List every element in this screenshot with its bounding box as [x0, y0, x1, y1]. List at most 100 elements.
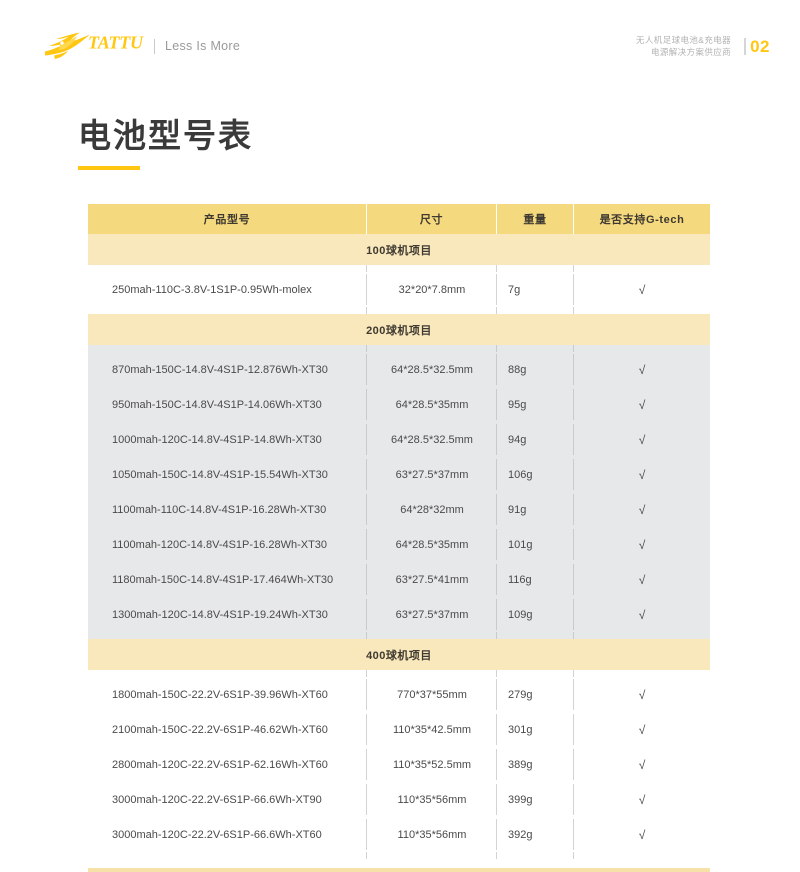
- spacer-cell: [88, 632, 367, 639]
- cell-model: 1180mah-150C-14.8V-4S1P-17.464Wh-XT30: [88, 562, 367, 597]
- cell-model: 1300mah-120C-14.8V-4S1P-19.24Wh-XT30: [88, 597, 367, 632]
- cell-model: 3000mah-120C-22.2V-6S1P-66.6Wh-XT60: [88, 817, 367, 852]
- cell-size: 770*37*55mm: [367, 677, 497, 712]
- check-icon: √: [638, 572, 646, 587]
- table-section-row: 400球机项目: [88, 639, 710, 670]
- cell-size: 64*28*32mm: [367, 492, 497, 527]
- brand-divider: [154, 38, 155, 54]
- brand-tagline: Less Is More: [165, 39, 241, 53]
- check-icon: √: [638, 722, 646, 737]
- spacer-cell: [574, 307, 710, 314]
- spacer-cell: [367, 670, 497, 677]
- check-icon: √: [638, 607, 646, 622]
- cell-weight: 389g: [497, 747, 574, 782]
- cell-gtech: √: [574, 747, 710, 782]
- cell-size: 64*28.5*32.5mm: [367, 422, 497, 457]
- cell-gtech: √: [574, 422, 710, 457]
- cell-gtech: √: [574, 352, 710, 387]
- cell-gtech: √: [574, 817, 710, 852]
- row-spacer: [88, 307, 710, 314]
- title-block: 电池型号表: [78, 117, 478, 171]
- spacer-cell: [367, 345, 497, 352]
- table-row: 870mah-150C-14.8V-4S1P-12.876Wh-XT30 64*2…: [88, 352, 710, 387]
- table-section-row: 100球机项目: [88, 234, 710, 265]
- cell-weight: 101g: [497, 527, 574, 562]
- table-header-row: 产品型号 尺寸 重量 是否支持G-tech: [88, 204, 710, 234]
- check-icon: √: [638, 362, 646, 377]
- spacer-cell: [88, 265, 367, 272]
- cell-weight: 91g: [497, 492, 574, 527]
- svg-text:TATTU: TATTU: [88, 33, 144, 53]
- check-icon: √: [638, 827, 646, 842]
- cell-model: 1800mah-150C-22.2V-6S1P-39.96Wh-XT60: [88, 677, 367, 712]
- table-row: 2100mah-150C-22.2V-6S1P-46.62Wh-XT60 110*…: [88, 712, 710, 747]
- spacer-cell: [497, 632, 574, 639]
- table-row: 1050mah-150C-14.8V-4S1P-15.54Wh-XT30 63*2…: [88, 457, 710, 492]
- spacer-cell: [88, 307, 367, 314]
- table-section-label: 400球机项目: [366, 649, 432, 662]
- cell-gtech: √: [574, 387, 710, 422]
- cell-size: 110*35*52.5mm: [367, 747, 497, 782]
- check-icon: √: [638, 687, 646, 702]
- cell-size: 32*20*7.8mm: [367, 272, 497, 307]
- cell-weight: 95g: [497, 387, 574, 422]
- cell-gtech: √: [574, 457, 710, 492]
- cell-model: 2100mah-150C-22.2V-6S1P-46.62Wh-XT60: [88, 712, 367, 747]
- row-spacer: [88, 265, 710, 272]
- page-number: 02: [750, 36, 770, 56]
- table-row: 2800mah-120C-22.2V-6S1P-62.16Wh-XT60 110*…: [88, 747, 710, 782]
- column-header-gtech: 是否支持G-tech: [599, 214, 685, 226]
- check-icon: √: [638, 757, 646, 772]
- page-number-accent-bar: [744, 37, 747, 55]
- title-underline-rule: [78, 166, 140, 171]
- header-slogan-line-1: 无人机足球电池&充电器: [636, 35, 732, 45]
- brand-lockup: TATTU Less Is More: [40, 29, 240, 63]
- cell-model: 1050mah-150C-14.8V-4S1P-15.54Wh-XT30: [88, 457, 367, 492]
- table-row: 250mah-110C-3.8V-1S1P-0.95Wh-molex 32*20*…: [88, 272, 710, 307]
- table-footer-bar: [88, 868, 710, 872]
- cell-gtech: √: [574, 562, 710, 597]
- table-row: 3000mah-120C-22.2V-6S1P-66.6Wh-XT60 110*3…: [88, 817, 710, 852]
- check-icon: √: [638, 282, 646, 297]
- cell-gtech: √: [574, 677, 710, 712]
- header-slogan-line-2: 电源解决方案供应商: [650, 47, 732, 57]
- page-header: TATTU Less Is More 无人机足球电池&充电器 电源解决方案供应商…: [0, 0, 800, 92]
- check-icon: √: [638, 397, 646, 412]
- cell-size: 64*28.5*32.5mm: [367, 352, 497, 387]
- cell-model: 2800mah-120C-22.2V-6S1P-62.16Wh-XT60: [88, 747, 367, 782]
- check-icon: √: [638, 467, 646, 482]
- header-right-group: 无人机足球电池&充电器 电源解决方案供应商 02: [636, 34, 770, 58]
- cell-size: 63*27.5*37mm: [367, 457, 497, 492]
- cell-weight: 279g: [497, 677, 574, 712]
- cell-model: 1100mah-110C-14.8V-4S1P-16.28Wh-XT30: [88, 492, 367, 527]
- table-row: 1800mah-150C-22.2V-6S1P-39.96Wh-XT60 770*…: [88, 677, 710, 712]
- cell-gtech: √: [574, 272, 710, 307]
- cell-weight: 7g: [497, 272, 574, 307]
- spacer-cell: [497, 345, 574, 352]
- row-spacer: [88, 345, 710, 352]
- table-row: 950mah-150C-14.8V-4S1P-14.06Wh-XT30 64*28…: [88, 387, 710, 422]
- cell-model: 870mah-150C-14.8V-4S1P-12.876Wh-XT30: [88, 352, 367, 387]
- page-number-group: 02: [744, 36, 770, 56]
- spacer-cell: [367, 307, 497, 314]
- cell-model: 250mah-110C-3.8V-1S1P-0.95Wh-molex: [88, 272, 367, 307]
- spacer-cell: [88, 852, 367, 859]
- column-header-weight: 重量: [497, 204, 574, 234]
- spacer-cell: [367, 632, 497, 639]
- spacer-cell: [367, 852, 497, 859]
- table-row: 1300mah-120C-14.8V-4S1P-19.24Wh-XT30 63*2…: [88, 597, 710, 632]
- column-header-size: 尺寸: [367, 204, 497, 234]
- table-row: 1100mah-110C-14.8V-4S1P-16.28Wh-XT30 64*2…: [88, 492, 710, 527]
- spacer-cell: [497, 265, 574, 272]
- column-header-model: 产品型号: [88, 204, 367, 234]
- table-section-row: 200球机项目: [88, 314, 710, 345]
- cell-gtech: √: [574, 597, 710, 632]
- spacer-cell: [574, 852, 710, 859]
- row-spacer: [88, 852, 710, 859]
- page-title: 电池型号表: [78, 117, 253, 154]
- battery-model-table: 产品型号 尺寸 重量 是否支持G-tech 100球机项目 250mah-110C…: [88, 204, 710, 872]
- cell-gtech: √: [574, 712, 710, 747]
- cell-size: 63*27.5*37mm: [367, 597, 497, 632]
- cell-weight: 94g: [497, 422, 574, 457]
- cell-size: 64*28.5*35mm: [367, 387, 497, 422]
